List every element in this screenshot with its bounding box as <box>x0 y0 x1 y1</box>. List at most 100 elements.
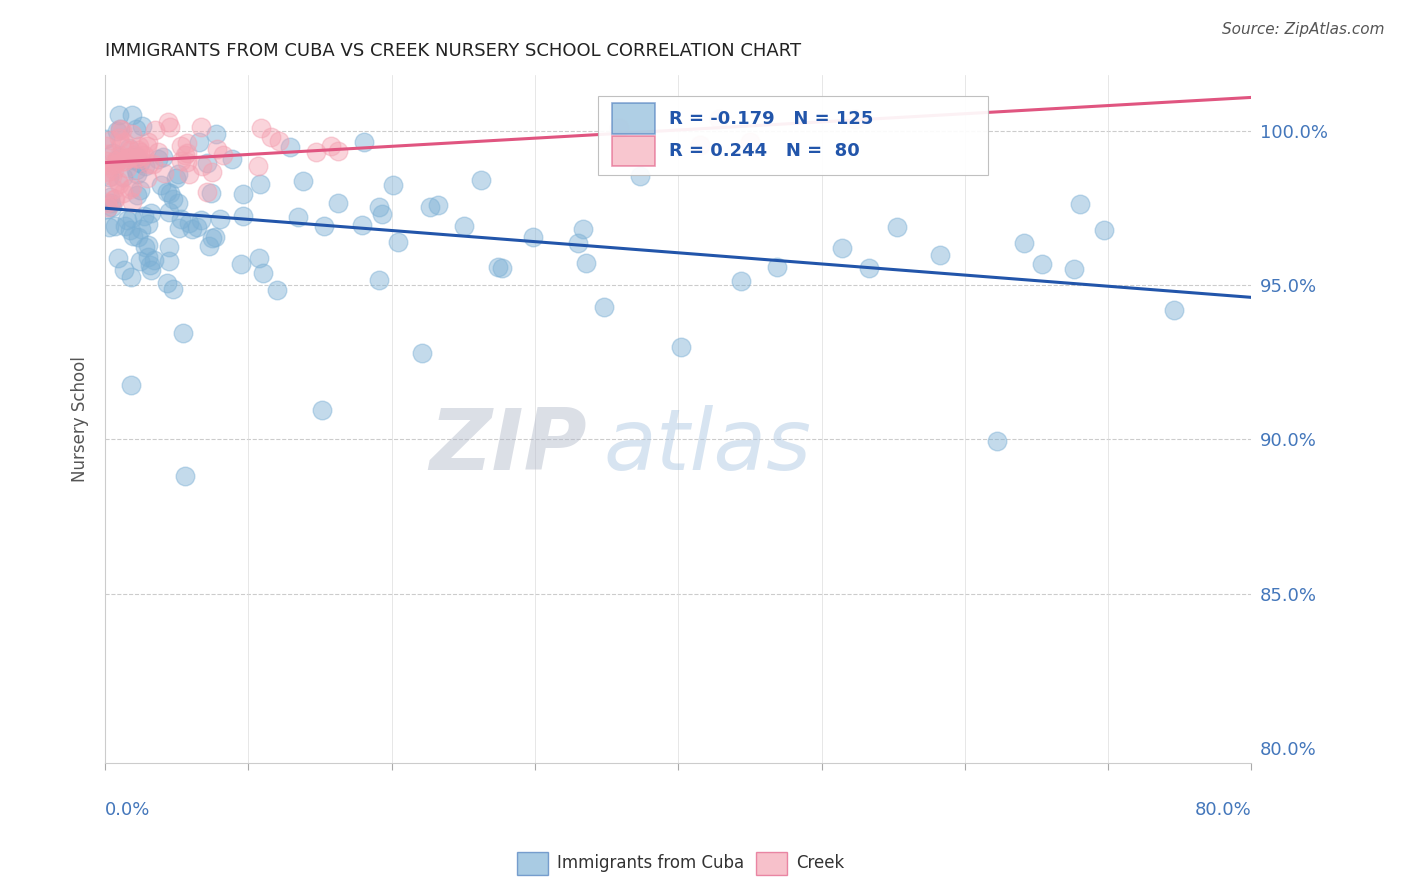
Point <box>190 120 212 135</box>
Point <box>98 158 121 172</box>
Text: 0.0%: 0.0% <box>105 801 150 819</box>
Point <box>191 159 214 173</box>
Text: ZIP: ZIP <box>429 405 586 488</box>
Point <box>278 140 301 154</box>
Point <box>139 205 162 219</box>
Point <box>103 182 125 196</box>
Point <box>197 156 219 170</box>
Point <box>371 207 394 221</box>
Point <box>121 127 143 141</box>
Point <box>232 187 254 202</box>
Point <box>765 260 787 274</box>
Point <box>124 147 146 161</box>
Point <box>593 300 616 314</box>
Point <box>118 151 141 165</box>
Point <box>127 150 149 164</box>
Point <box>138 156 160 170</box>
Point <box>94 139 117 153</box>
Point <box>165 170 187 185</box>
Point <box>152 150 174 164</box>
Point <box>108 108 131 122</box>
Point <box>190 213 212 227</box>
Point <box>103 192 125 206</box>
Point <box>232 210 254 224</box>
Point <box>350 218 373 232</box>
Point <box>96 196 118 211</box>
Point <box>125 151 148 165</box>
Point <box>107 152 129 166</box>
Point <box>148 145 170 159</box>
Point <box>326 144 349 158</box>
Point <box>131 222 153 236</box>
Point <box>138 258 160 272</box>
Point <box>326 195 349 210</box>
Text: R = 0.244   N =  80: R = 0.244 N = 80 <box>669 142 860 160</box>
Point <box>98 190 121 204</box>
Point <box>146 153 169 167</box>
Point <box>858 260 880 275</box>
Text: atlas: atlas <box>603 405 811 488</box>
Point <box>120 143 142 157</box>
Point <box>115 213 138 227</box>
Point <box>114 219 136 234</box>
Point <box>201 231 224 245</box>
Point <box>575 256 598 270</box>
Point <box>201 165 224 179</box>
Point <box>172 326 194 340</box>
Point <box>1031 257 1053 271</box>
Point <box>105 124 128 138</box>
Point <box>125 187 148 202</box>
Point <box>167 196 190 211</box>
Point <box>125 167 148 181</box>
Point <box>121 229 143 244</box>
Point <box>136 135 159 149</box>
Point <box>200 186 222 201</box>
FancyBboxPatch shape <box>612 103 655 134</box>
Point <box>98 220 121 235</box>
Point <box>186 219 208 234</box>
Point <box>177 216 200 230</box>
Point <box>134 159 156 173</box>
Point <box>115 151 138 165</box>
Point <box>118 140 141 154</box>
Point <box>1163 303 1185 318</box>
Point <box>125 122 148 136</box>
Point <box>118 181 141 195</box>
Point <box>353 135 375 149</box>
Point <box>986 434 1008 449</box>
Point <box>159 120 181 134</box>
Text: Creek: Creek <box>796 855 844 872</box>
Point <box>167 221 190 235</box>
Point <box>173 469 195 483</box>
Point <box>207 142 229 156</box>
Y-axis label: Nursery School: Nursery School <box>72 356 89 483</box>
Point <box>104 157 127 171</box>
Point <box>162 192 184 206</box>
Text: R = -0.179   N = 125: R = -0.179 N = 125 <box>669 110 873 128</box>
Point <box>1012 235 1035 250</box>
FancyBboxPatch shape <box>612 136 655 166</box>
Text: 80.0%: 80.0% <box>1195 801 1251 819</box>
Point <box>170 153 193 168</box>
Point <box>689 137 711 152</box>
Point <box>157 253 180 268</box>
Point <box>267 134 290 148</box>
Point <box>112 170 135 185</box>
Point <box>111 123 134 137</box>
Point <box>127 143 149 157</box>
Point <box>387 235 409 249</box>
Point <box>101 169 124 183</box>
Point <box>831 241 853 255</box>
Point <box>100 132 122 146</box>
Point <box>247 252 270 266</box>
Point <box>142 157 165 171</box>
Point <box>112 262 135 277</box>
Point <box>142 253 165 268</box>
Point <box>128 183 150 197</box>
Point <box>707 112 730 127</box>
Point <box>252 266 274 280</box>
Point <box>426 198 449 212</box>
Point <box>132 148 155 162</box>
Point <box>928 248 950 262</box>
Point <box>104 153 127 168</box>
